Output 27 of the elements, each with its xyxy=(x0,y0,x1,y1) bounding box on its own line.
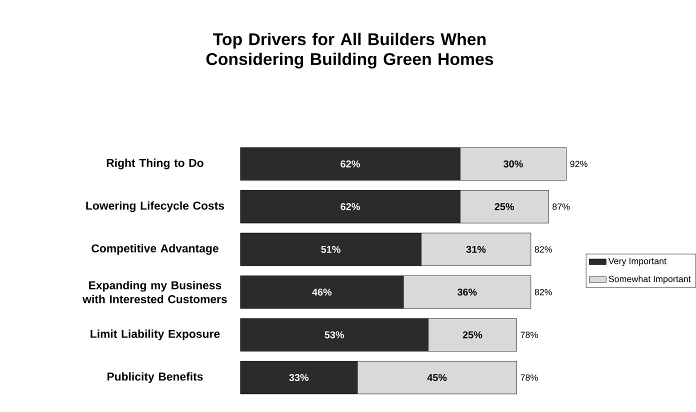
total-label: 78% xyxy=(520,332,538,338)
data-label: 53% xyxy=(324,331,344,338)
legend-label: Somewhat Important xyxy=(608,275,691,284)
data-label: 46% xyxy=(312,288,332,296)
chart-title: Top Drivers for All Builders When Considering Building Green Homes xyxy=(206,32,494,68)
legend-label: Very Important xyxy=(608,258,666,266)
total-label: 82% xyxy=(534,288,552,296)
data-label: 30% xyxy=(504,160,523,168)
total-label: 78% xyxy=(520,374,538,381)
data-label: 25% xyxy=(494,202,514,210)
data-label: 33% xyxy=(289,374,309,381)
data-label: 62% xyxy=(340,202,360,210)
data-label: 25% xyxy=(462,331,482,338)
data-label: 31% xyxy=(466,246,486,253)
data-label: 62% xyxy=(340,160,360,168)
y-tick-label: Lowering Lifecycle Costs xyxy=(86,201,224,212)
data-label: 45% xyxy=(427,374,447,381)
y-tick-label: Right Thing to Do xyxy=(106,158,204,170)
y-tick-label: Limit Liability Exposure xyxy=(90,329,220,340)
data-label: 51% xyxy=(321,246,340,253)
y-tick-label: Competitive Advantage xyxy=(92,244,218,255)
total-label: 87% xyxy=(552,203,570,210)
y-tick-label: Publicity Benefits xyxy=(107,372,203,383)
data-label: 36% xyxy=(457,288,477,296)
total-label: 92% xyxy=(570,160,588,167)
total-label: 82% xyxy=(534,246,552,252)
y-tick-label: Expanding my Business with Interested Customers xyxy=(82,280,227,304)
